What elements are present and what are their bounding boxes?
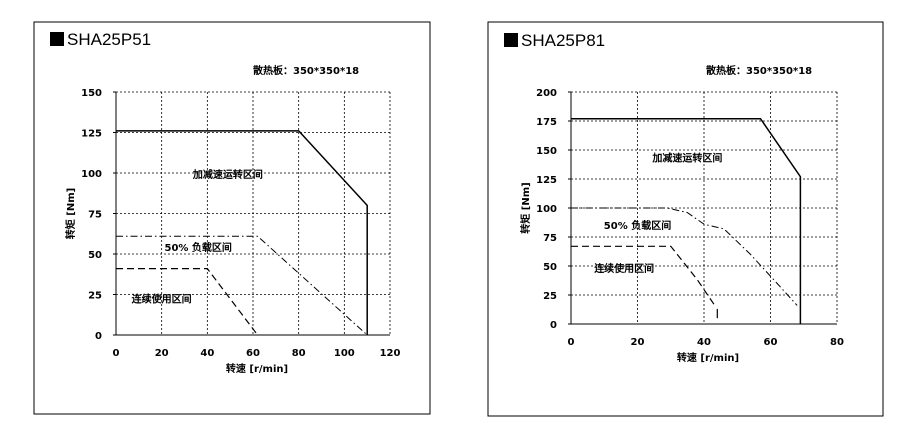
y-tick-label: 100: [81, 169, 102, 180]
chart-title: SHA25P81: [521, 31, 605, 50]
y-tick-label: 25: [543, 291, 557, 302]
x-tick-label: 40: [200, 348, 214, 359]
region-label: 连续使用区间: [132, 293, 192, 306]
region-label: 加减速运转区间: [192, 168, 263, 181]
heatsink-note: 散热板：350*350*18: [253, 64, 359, 77]
y-tick-label: 75: [88, 210, 102, 221]
region-label: 加减速运转区间: [651, 152, 722, 165]
x-tick-label: 40: [697, 337, 711, 348]
y-tick-label: 150: [81, 88, 102, 99]
x-tick-label: 60: [246, 348, 260, 359]
series-line-dashdot: [116, 235, 368, 336]
title-square-icon: [50, 32, 64, 46]
y-tick-label: 175: [536, 117, 557, 128]
y-tick-label: 50: [88, 250, 102, 261]
y-tick-label: 125: [536, 175, 557, 186]
x-axis-label: 转速 [r/min]: [226, 362, 288, 375]
x-tick-label: 20: [155, 348, 169, 359]
y-tick-label: 100: [536, 204, 557, 215]
heatsink-note: 散热板：350*350*18: [706, 64, 812, 77]
chart-title: SHA25P51: [67, 30, 151, 49]
x-tick-label: 120: [380, 348, 401, 359]
y-tick-label: 0: [550, 320, 557, 331]
series-line-dashed: [116, 268, 259, 336]
x-tick-label: 100: [334, 348, 355, 359]
y-tick-label: 0: [95, 331, 102, 342]
series-line-solid: [116, 130, 368, 335]
y-tick-label: 25: [88, 291, 102, 302]
x-tick-label: 0: [113, 348, 120, 359]
y-tick-label: 200: [536, 88, 557, 99]
chart-panel-sha25p81: SHA25P81 散热板：350*350*18 0 25 50 75 100 125 150…: [487, 21, 884, 417]
x-tick-label: 0: [568, 337, 575, 348]
region-label: 50% 负载区间: [604, 219, 671, 232]
region-label: 连续使用区间: [594, 262, 654, 275]
x-tick-label: 80: [292, 348, 306, 359]
x-tick-label: 20: [631, 337, 645, 348]
series-line-dashdot: [571, 207, 798, 306]
y-axis-label: 转矩 [Nm]: [64, 188, 77, 239]
x-tick-label: 80: [830, 337, 844, 348]
x-axis-label: 转速 [r/min]: [677, 351, 739, 364]
y-tick-label: 150: [536, 146, 557, 157]
chart-panel-sha25p51: SHA25P51 散热板：350*350*18 0 25 50 75 100 125 150…: [33, 21, 431, 415]
region-label: 50% 负载区间: [164, 241, 231, 254]
y-tick-label: 75: [543, 233, 557, 244]
y-tick-label: 50: [543, 262, 557, 273]
x-tick-label: 60: [764, 337, 778, 348]
title-square-icon: [504, 33, 518, 47]
series-line-dashed: [571, 245, 715, 305]
y-axis-label: 转矩 [Nm]: [519, 182, 532, 233]
y-tick-label: 125: [81, 129, 102, 140]
series-line-solid: [571, 117, 802, 324]
